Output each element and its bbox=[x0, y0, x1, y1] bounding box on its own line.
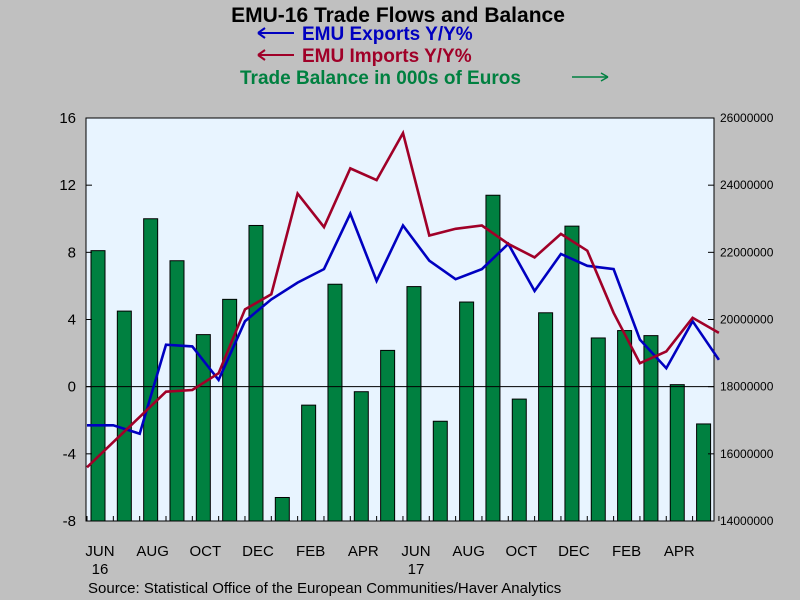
x-tick-label: APR bbox=[348, 543, 379, 560]
left-tick-label: 8 bbox=[68, 244, 76, 261]
bar bbox=[590, 337, 606, 522]
legend-label: EMU Imports Y/Y% bbox=[302, 46, 472, 67]
left-tick-label: 16 bbox=[59, 110, 76, 127]
chart-source: Source: Statistical Office of the Europe… bbox=[88, 580, 561, 597]
bar bbox=[353, 391, 369, 522]
right-tick-label: 24000000 bbox=[720, 178, 774, 192]
right-axis: 14000000 16000000 18000000 20000000 22000000… bbox=[708, 111, 774, 528]
x-tick-label: DEC bbox=[558, 543, 590, 560]
bar bbox=[248, 224, 264, 522]
x-tick-label: FEB bbox=[612, 543, 641, 560]
x-year-label: 17 bbox=[408, 561, 425, 578]
x-tick-label: FEB bbox=[296, 543, 325, 560]
bar bbox=[327, 283, 343, 522]
line-series bbox=[86, 129, 720, 469]
left-tick-label: 0 bbox=[68, 379, 76, 396]
arrowhead-icon bbox=[600, 72, 609, 82]
left-axis: -8 -4 0 4 8 12 16 bbox=[59, 110, 92, 530]
x-tick-label: APR bbox=[664, 543, 695, 560]
legend: EMU Exports Y/Y%EMU Imports Y/Y%Trade Ba… bbox=[240, 24, 609, 89]
right-tick-label: 16000000 bbox=[720, 447, 774, 461]
legend-label: Trade Balance in 000s of Euros bbox=[240, 68, 521, 89]
right-tick-label: 18000000 bbox=[720, 380, 774, 394]
legend-entry: EMU Exports Y/Y% bbox=[257, 24, 473, 45]
arrowhead-icon bbox=[257, 27, 266, 39]
legend-label: EMU Exports Y/Y% bbox=[302, 24, 473, 45]
bar bbox=[195, 334, 211, 522]
right-tick-label: 14000000 bbox=[720, 514, 774, 528]
bar bbox=[617, 330, 633, 522]
series-line-imports bbox=[86, 129, 720, 469]
arrowhead-icon bbox=[257, 49, 266, 61]
bar bbox=[90, 250, 106, 522]
bar bbox=[406, 286, 422, 522]
chart-title: EMU-16 Trade Flows and Balance bbox=[231, 4, 565, 27]
bar bbox=[380, 349, 396, 522]
x-tick-label: OCT bbox=[505, 543, 537, 560]
legend-entry: Trade Balance in 000s of Euros bbox=[240, 68, 609, 89]
right-tick-label: 22000000 bbox=[720, 245, 774, 259]
bar bbox=[274, 496, 290, 522]
x-tick-label: DEC bbox=[242, 543, 274, 560]
x-tick-label: JUN bbox=[401, 543, 430, 560]
bar bbox=[485, 194, 501, 522]
bar bbox=[432, 420, 448, 522]
x-tick-label: JUN bbox=[85, 543, 114, 560]
bar bbox=[538, 312, 554, 522]
bar bbox=[143, 218, 159, 522]
bar bbox=[643, 335, 659, 522]
bar bbox=[564, 225, 580, 522]
x-year-label: 16 bbox=[92, 561, 109, 578]
x-tick-label: AUG bbox=[136, 543, 169, 560]
bar bbox=[116, 310, 132, 522]
plot-area bbox=[85, 117, 715, 522]
left-tick-label: -8 bbox=[63, 513, 76, 530]
bar bbox=[301, 404, 317, 522]
left-tick-label: 12 bbox=[59, 177, 76, 194]
bar bbox=[696, 423, 712, 522]
right-tick-label: 26000000 bbox=[720, 111, 774, 125]
bar bbox=[511, 398, 527, 522]
left-tick-label: 4 bbox=[68, 312, 76, 329]
right-tick-label: 20000000 bbox=[720, 313, 774, 327]
left-tick-label: -4 bbox=[63, 446, 76, 463]
x-tick-label: OCT bbox=[189, 543, 221, 560]
x-tick-label: AUG bbox=[452, 543, 485, 560]
legend-entry: EMU Imports Y/Y% bbox=[257, 46, 472, 67]
bar bbox=[669, 384, 685, 522]
series-line-exports bbox=[87, 210, 720, 436]
bar bbox=[459, 301, 475, 522]
